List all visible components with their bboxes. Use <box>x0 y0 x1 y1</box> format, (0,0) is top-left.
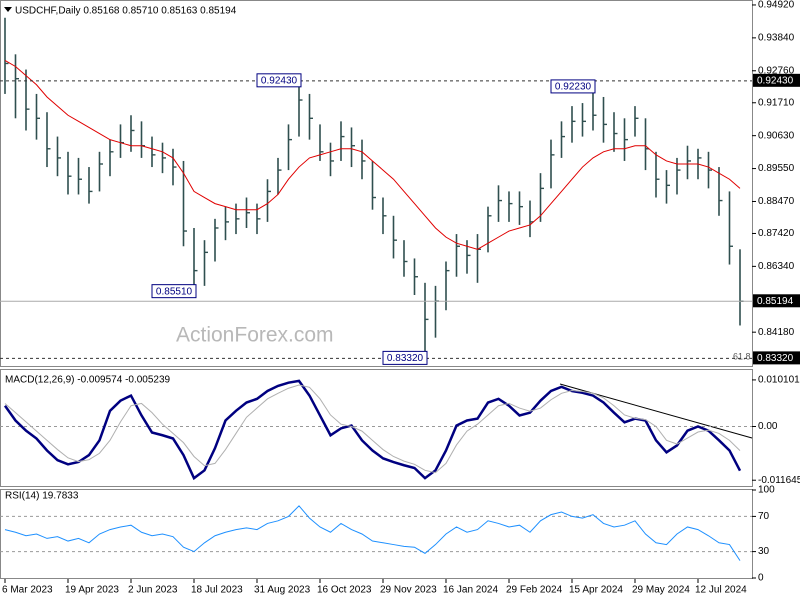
y-tick-label: 100 <box>758 485 775 496</box>
y-tick-label: 0.87420 <box>758 228 795 239</box>
annotation-box <box>550 79 596 94</box>
y-tick-label: 0.88470 <box>758 196 795 207</box>
annotation-label: 0.92230 <box>555 82 592 93</box>
menu-icon[interactable] <box>4 7 12 12</box>
y-tick-label: 0.91710 <box>758 97 795 108</box>
x-tick-label: 2 Jun 2023 <box>128 585 178 596</box>
series-line <box>4 384 741 474</box>
y-tick-label: 0.84180 <box>758 327 795 338</box>
x-tick-label: 15 Apr 2024 <box>569 585 623 596</box>
level-box <box>753 351 800 365</box>
macd-panel <box>0 369 753 487</box>
y-tick-label: 70 <box>758 511 770 522</box>
rsi-title: RSI(14) 19.7833 <box>5 491 79 502</box>
level-label: 0.85194 <box>757 296 794 307</box>
x-tick-label: 19 Apr 2023 <box>65 585 119 596</box>
rsi-panel <box>0 489 753 579</box>
annotation-box <box>256 73 302 88</box>
y-tick-label: 0.92760 <box>758 65 795 76</box>
series-line <box>3 379 742 481</box>
macd-title: MACD(12,26,9) -0.009574 -0.005239 <box>5 375 171 386</box>
level-box <box>753 73 800 87</box>
price-title: USDCHF,Daily 0.85168 0.85710 0.85163 0.8… <box>15 6 237 17</box>
y-tick-label: 0.93840 <box>758 33 795 44</box>
x-tick-label: 29 Feb 2024 <box>506 585 563 596</box>
annotation-box <box>382 350 428 365</box>
level-label: 0.83320 <box>757 353 794 364</box>
price-panel <box>0 0 753 367</box>
y-tick-label: 0.89550 <box>758 163 795 174</box>
annotation-box <box>151 284 197 299</box>
fib-label: 61.8 <box>733 351 751 361</box>
watermark: ActionForex.com <box>176 324 334 347</box>
x-tick-label: 31 Aug 2023 <box>254 585 311 596</box>
level-box <box>753 294 800 308</box>
y-tick-label: 0.00 <box>758 421 778 432</box>
moving-average <box>4 59 741 250</box>
y-tick-label: 0.94920 <box>758 0 795 11</box>
level-label: 0.92430 <box>757 75 794 86</box>
annotation-label: 0.83320 <box>387 353 424 364</box>
x-tick-label: 6 Mar 2023 <box>2 585 53 596</box>
y-tick-label: 0.86340 <box>758 261 795 272</box>
series-line <box>4 505 741 561</box>
annotation-label: 0.85510 <box>156 286 193 297</box>
y-tick-label: 0 <box>758 573 764 584</box>
x-tick-label: 16 Jan 2024 <box>443 585 498 596</box>
x-tick-label: 29 May 2024 <box>632 585 690 596</box>
y-tick-label: 30 <box>758 546 770 557</box>
annotation-label: 0.92430 <box>261 75 298 86</box>
x-tick-label: 18 Jul 2023 <box>191 585 243 596</box>
y-tick-label: 0.90630 <box>758 130 795 141</box>
y-tick-label: 0.010101 <box>758 375 800 386</box>
x-tick-label: 12 Jul 2024 <box>695 585 747 596</box>
x-tick-label: 16 Oct 2023 <box>317 585 372 596</box>
y-tick-label: -0.011645 <box>758 475 800 486</box>
x-tick-label: 29 Nov 2023 <box>380 585 437 596</box>
